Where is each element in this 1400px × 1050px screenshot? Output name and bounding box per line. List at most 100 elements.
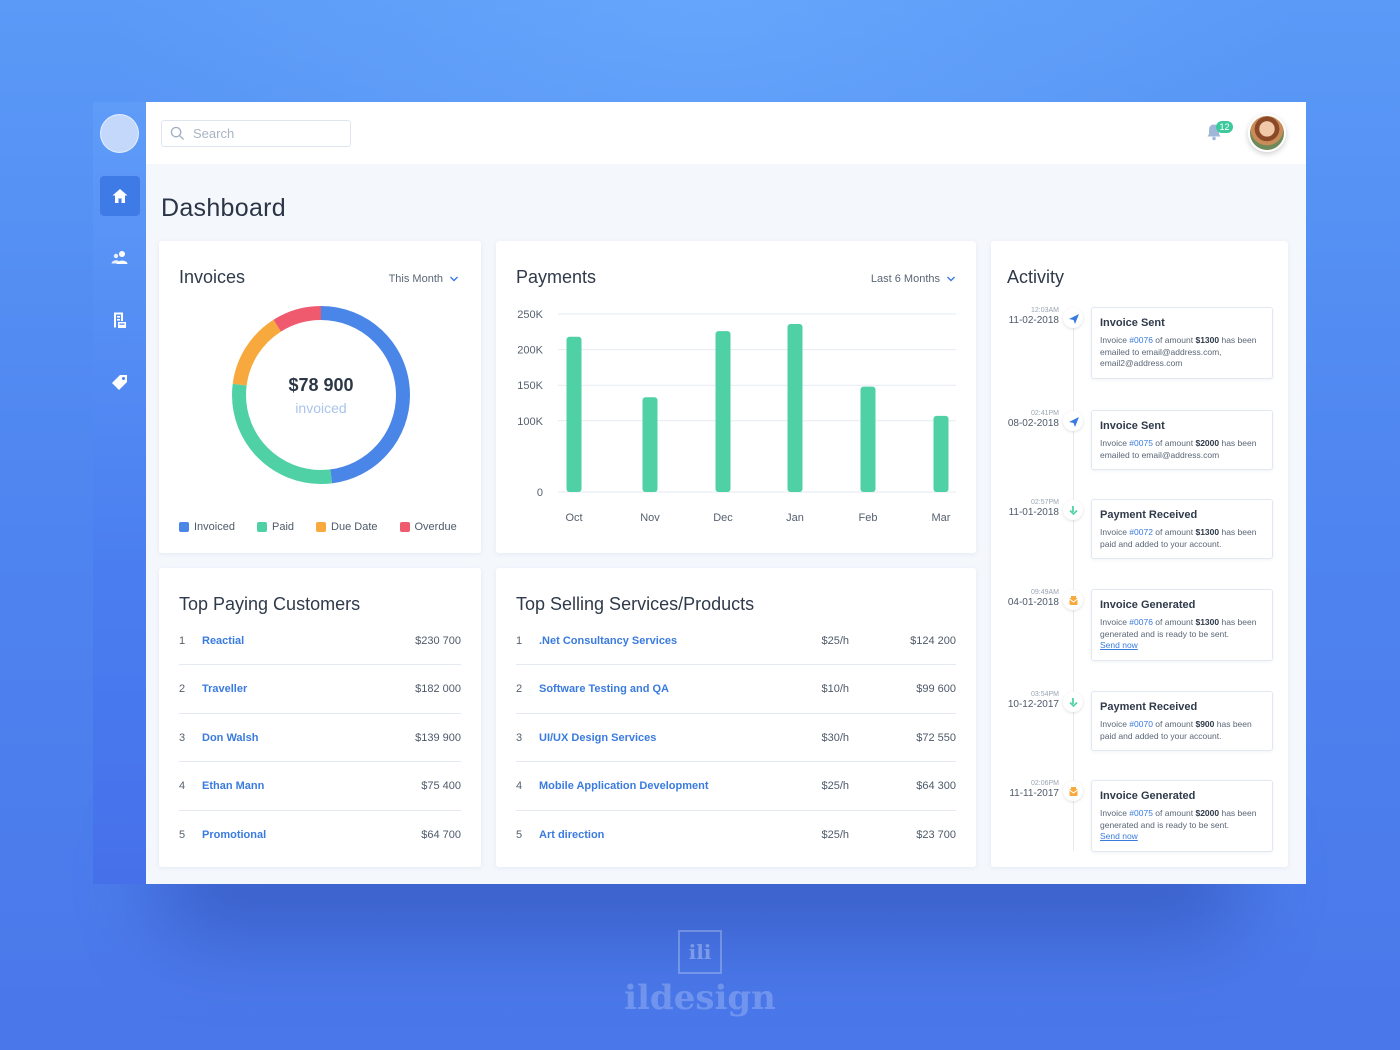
row-number: 2 <box>179 683 186 695</box>
sidebar-item-tags[interactable] <box>100 362 140 402</box>
service-amount: $64 300 <box>916 780 956 792</box>
send-now-link[interactable]: Send now <box>1100 831 1138 841</box>
bar-dec[interactable] <box>715 331 731 492</box>
text: has been emailed to email@address.com, e… <box>1100 335 1257 368</box>
activity-item-title: Invoice Sent <box>1100 317 1165 329</box>
x-tick-label: Dec <box>713 512 733 524</box>
text: has been emailed to email@address.com <box>1100 438 1257 460</box>
bar-mar[interactable] <box>933 415 949 492</box>
legend-label: Invoiced <box>194 521 235 533</box>
send-icon <box>1068 416 1079 427</box>
watermark-text: ildesign <box>624 978 776 1018</box>
activity-date: 08-02-2018 <box>1007 418 1059 429</box>
invoice-number: #0076 <box>1129 335 1153 345</box>
sidebar-item-users[interactable] <box>100 238 140 278</box>
sidebar-item-invoices[interactable] <box>100 300 140 340</box>
text: has been paid and added to your account. <box>1100 719 1252 741</box>
download-icon <box>1068 505 1078 515</box>
notification-badge: 12 <box>1216 121 1233 133</box>
payments-bar-chart: 250K 200K 150K 100K 0 Oct Nov Dec Jan Feb Mar <box>517 309 956 524</box>
invoice-number: #0070 <box>1129 719 1153 729</box>
customer-link[interactable]: Reactial <box>202 634 245 647</box>
activity-card-item: Payment Received Invoice #0072 of amount … <box>1091 499 1273 559</box>
customer-link[interactable]: Traveller <box>202 683 248 695</box>
service-rate: $25/h <box>821 780 849 792</box>
services-card: Top Selling Services/Products 1 .Net Cons… <box>496 568 976 867</box>
search-box[interactable] <box>161 120 351 147</box>
legend-label: Overdue <box>414 521 457 533</box>
text: has been paid and added to your account. <box>1100 527 1257 549</box>
activity-card-item: Invoice Generated Invoice #0076 of amount… <box>1091 589 1273 661</box>
notifications-button[interactable]: 12 <box>1204 121 1233 146</box>
invoice-icon <box>114 312 126 328</box>
activity-date: 04-01-2018 <box>1007 597 1059 608</box>
y-tick-label: 0 <box>537 487 543 499</box>
service-link[interactable]: Mobile Application Development <box>539 780 709 792</box>
activity-item-title: Payment Received <box>1100 509 1198 521</box>
text: Invoice <box>1100 719 1130 729</box>
invoices-period-dropdown[interactable]: This Month <box>389 273 459 285</box>
search-input[interactable] <box>193 126 343 141</box>
page-title: Dashboard <box>161 194 287 222</box>
customer-link[interactable]: Don Walsh <box>202 731 259 744</box>
chevron-down-icon <box>450 276 458 282</box>
service-link[interactable]: UI/UX Design Services <box>539 731 657 744</box>
service-amount: $124 200 <box>910 634 956 647</box>
top-bar: 12 <box>146 102 1306 164</box>
service-link[interactable]: Software Testing and QA <box>539 683 669 695</box>
legend-label: Paid <box>271 521 295 533</box>
bar-nov[interactable] <box>642 397 658 492</box>
y-tick-label: 200K <box>517 345 543 357</box>
customer-link[interactable]: Ethan Mann <box>202 780 265 792</box>
activity-timestamp: 09:49AM 04-01-2018 <box>1007 589 1059 608</box>
activity-dot <box>1063 692 1083 712</box>
sidebar-avatar[interactable] <box>100 114 139 153</box>
activity-item-title: Invoice Sent <box>1100 420 1165 432</box>
legend-item-due-date: Due Date <box>316 521 378 533</box>
row-number: 1 <box>516 634 523 647</box>
service-link[interactable]: Art direction <box>539 829 605 841</box>
sidebar <box>93 102 146 884</box>
chevron-down-icon <box>947 276 955 282</box>
activity-dot <box>1063 500 1083 520</box>
donut-chart <box>232 306 410 484</box>
invoiced-label: invoiced <box>295 399 347 416</box>
payments-period-dropdown[interactable]: Last 6 Months <box>871 273 956 285</box>
customer-amount: $230 700 <box>415 634 461 647</box>
activity-date: 11-02-2018 <box>1008 315 1059 326</box>
service-amount: $99 600 <box>916 683 956 695</box>
row-number: 5 <box>179 829 186 841</box>
activity-item-text: Invoice #0072 of amount $1300 has been p… <box>1100 527 1264 550</box>
bar-oct[interactable] <box>566 336 582 492</box>
activity-time: 12:03AM <box>1030 307 1059 314</box>
customer-link[interactable]: Promotional <box>202 829 267 841</box>
service-rate: $25/h <box>821 829 849 841</box>
legend-item-invoiced: Invoiced <box>179 521 235 533</box>
bar-jan[interactable] <box>787 323 803 492</box>
legend-label: Due Date <box>331 521 378 533</box>
legend-swatch <box>179 522 189 532</box>
table-row: 5 Art direction $25/h $23 700 <box>516 811 956 859</box>
text: has been generated and is ready to be se… <box>1100 808 1257 830</box>
service-link[interactable]: .Net Consultancy Services <box>539 634 678 647</box>
activity-timestamp: 02:41PM 08-02-2018 <box>1007 410 1059 429</box>
x-tick-label: Mar <box>932 512 951 524</box>
activity-card-item: Invoice Sent Invoice #0075 of amount $200… <box>1091 410 1273 470</box>
text: of amount <box>1152 617 1196 627</box>
y-tick-label: 150K <box>517 380 543 392</box>
customer-amount: $182 000 <box>415 683 461 695</box>
sidebar-item-home[interactable] <box>100 176 140 216</box>
activity-item-text: Invoice #0075 of amount $2000 has been g… <box>1100 808 1264 843</box>
user-avatar[interactable] <box>1248 114 1286 152</box>
send-now-link[interactable]: Send now <box>1100 640 1138 650</box>
donut-segment-paid <box>232 306 410 484</box>
activity-card-item: Invoice Sent Invoice #0076 of amount $130… <box>1091 307 1273 379</box>
y-tick-label: 250K <box>517 309 543 321</box>
activity-dot <box>1063 411 1083 431</box>
activity-title: Activity <box>1007 267 1065 287</box>
bar-feb[interactable] <box>860 386 876 492</box>
text: of amount <box>1152 719 1196 729</box>
invoice-number: #0075 <box>1129 808 1153 818</box>
invoice-donut: $78 900 invoiced <box>229 303 413 487</box>
text: Invoice <box>1100 335 1130 345</box>
